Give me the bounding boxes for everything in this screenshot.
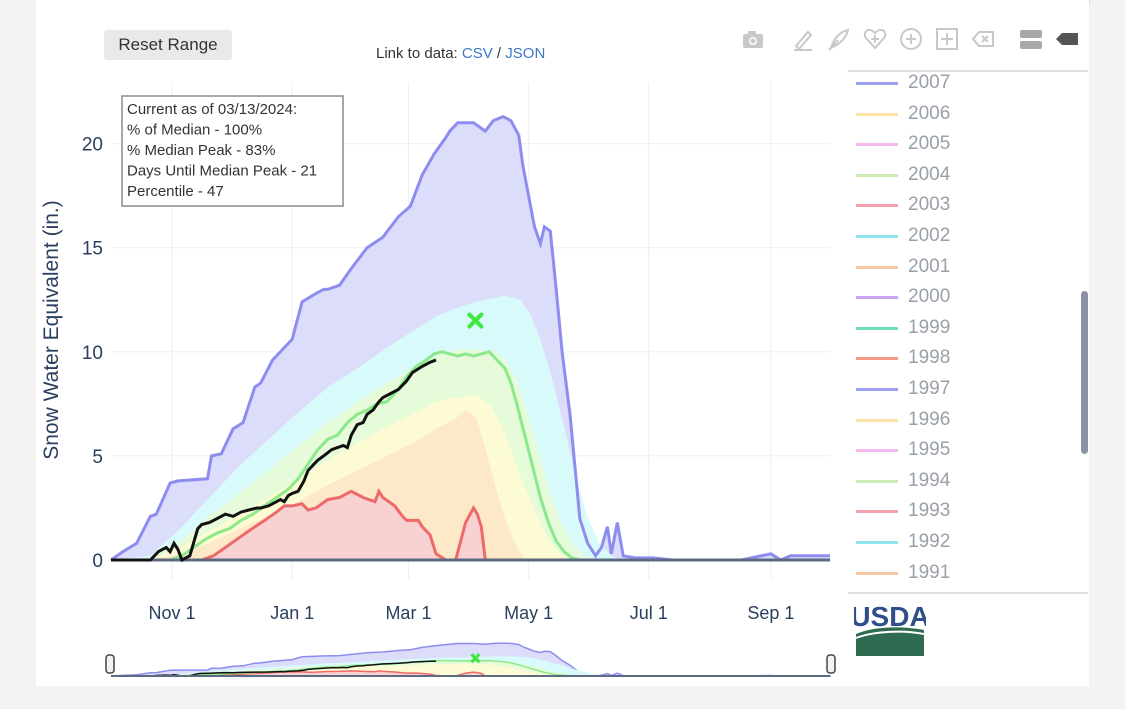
camera-icon[interactable] [740, 26, 766, 52]
legend-label: 2001 [908, 255, 951, 277]
data-links-prefix: Link to data: [376, 45, 462, 62]
legend-item-1996[interactable]: 1996 [848, 405, 1084, 435]
legend-item-1997[interactable]: 1997 [848, 374, 1084, 404]
legend-swatch [856, 479, 898, 483]
legend-swatch [856, 418, 898, 422]
legend-label: 1993 [908, 500, 951, 522]
eraser-icon[interactable] [970, 26, 996, 52]
data-links: Link to data: CSV / JSON [376, 45, 545, 62]
legend-swatch [856, 296, 898, 300]
legend-label: 1995 [908, 439, 951, 461]
legend-swatch [856, 173, 898, 177]
legend-label: 1998 [908, 347, 951, 369]
feather-icon[interactable] [826, 26, 852, 52]
legend-item-2007[interactable]: 2007 [848, 72, 1084, 98]
plus-square-icon[interactable] [934, 26, 960, 52]
legend-swatch [856, 82, 898, 85]
usda-logo-icon: USDA [854, 601, 926, 656]
legend-item-1998[interactable]: 1998 [848, 343, 1084, 373]
legend-item-1995[interactable]: 1995 [848, 435, 1084, 465]
pen-icon[interactable] [790, 26, 816, 52]
csv-link[interactable]: CSV [461, 45, 493, 62]
legend-item-2001[interactable]: 2001 [848, 252, 1084, 282]
legend-item-2002[interactable]: 2002 [848, 221, 1084, 251]
legend-label: 2003 [908, 194, 951, 216]
legend-item-1991[interactable]: 1991 [848, 558, 1084, 588]
legend-swatch [856, 112, 898, 116]
legend-item-2000[interactable]: 2000 [848, 282, 1084, 312]
json-link[interactable]: JSON [505, 45, 546, 62]
legend-swatch [856, 449, 898, 453]
legend-item-2005[interactable]: 2005 [848, 129, 1084, 159]
legend-item-1994[interactable]: 1994 [848, 466, 1084, 496]
tag-icon[interactable] [1054, 26, 1080, 52]
legend-label: 1991 [908, 561, 951, 583]
legend-swatch [856, 235, 898, 238]
legend-swatch [856, 326, 898, 330]
legend-label: 2006 [908, 102, 951, 124]
legend-scrollbar[interactable] [1081, 291, 1088, 454]
legend-item-1993[interactable]: 1993 [848, 496, 1084, 526]
legend-label: 1997 [908, 378, 951, 399]
legend-swatch [856, 571, 898, 575]
heart-plus-icon[interactable] [862, 26, 888, 52]
legend-item-2006[interactable]: 2006 [848, 99, 1084, 129]
legend-item-1999[interactable]: 1999 [848, 313, 1084, 343]
legend-swatch [856, 265, 898, 269]
legend-label: 1996 [908, 408, 951, 430]
legend-label: 1992 [908, 531, 951, 552]
data-links-separator: / [492, 45, 506, 62]
legend-label: 1994 [908, 469, 951, 491]
legend-swatch [856, 388, 898, 391]
legend: 2007 2006 2005 2004 2003 2002 2001 2000 1999 1998… [848, 70, 1088, 594]
legend-label: 2004 [908, 163, 951, 185]
legend-swatch [856, 143, 898, 147]
compare-icon[interactable] [1018, 26, 1044, 52]
legend-swatch [856, 541, 898, 544]
legend-swatch [856, 510, 898, 514]
legend-label: 2007 [908, 72, 951, 93]
legend-label: 1999 [908, 316, 951, 338]
legend-item-2004[interactable]: 2004 [848, 160, 1084, 190]
legend-swatch [856, 204, 898, 208]
legend-item-1992[interactable]: 1992 [848, 527, 1084, 557]
legend-swatch [856, 357, 898, 361]
reset-range-button[interactable]: Reset Range [104, 30, 232, 60]
svg-text:USDA: USDA [854, 601, 926, 632]
plus-circle-icon[interactable] [898, 26, 924, 52]
legend-item-2003[interactable]: 2003 [848, 190, 1084, 220]
legend-label: 2000 [908, 286, 951, 308]
legend-label: 2002 [908, 225, 951, 246]
legend-label: 2005 [908, 133, 951, 155]
